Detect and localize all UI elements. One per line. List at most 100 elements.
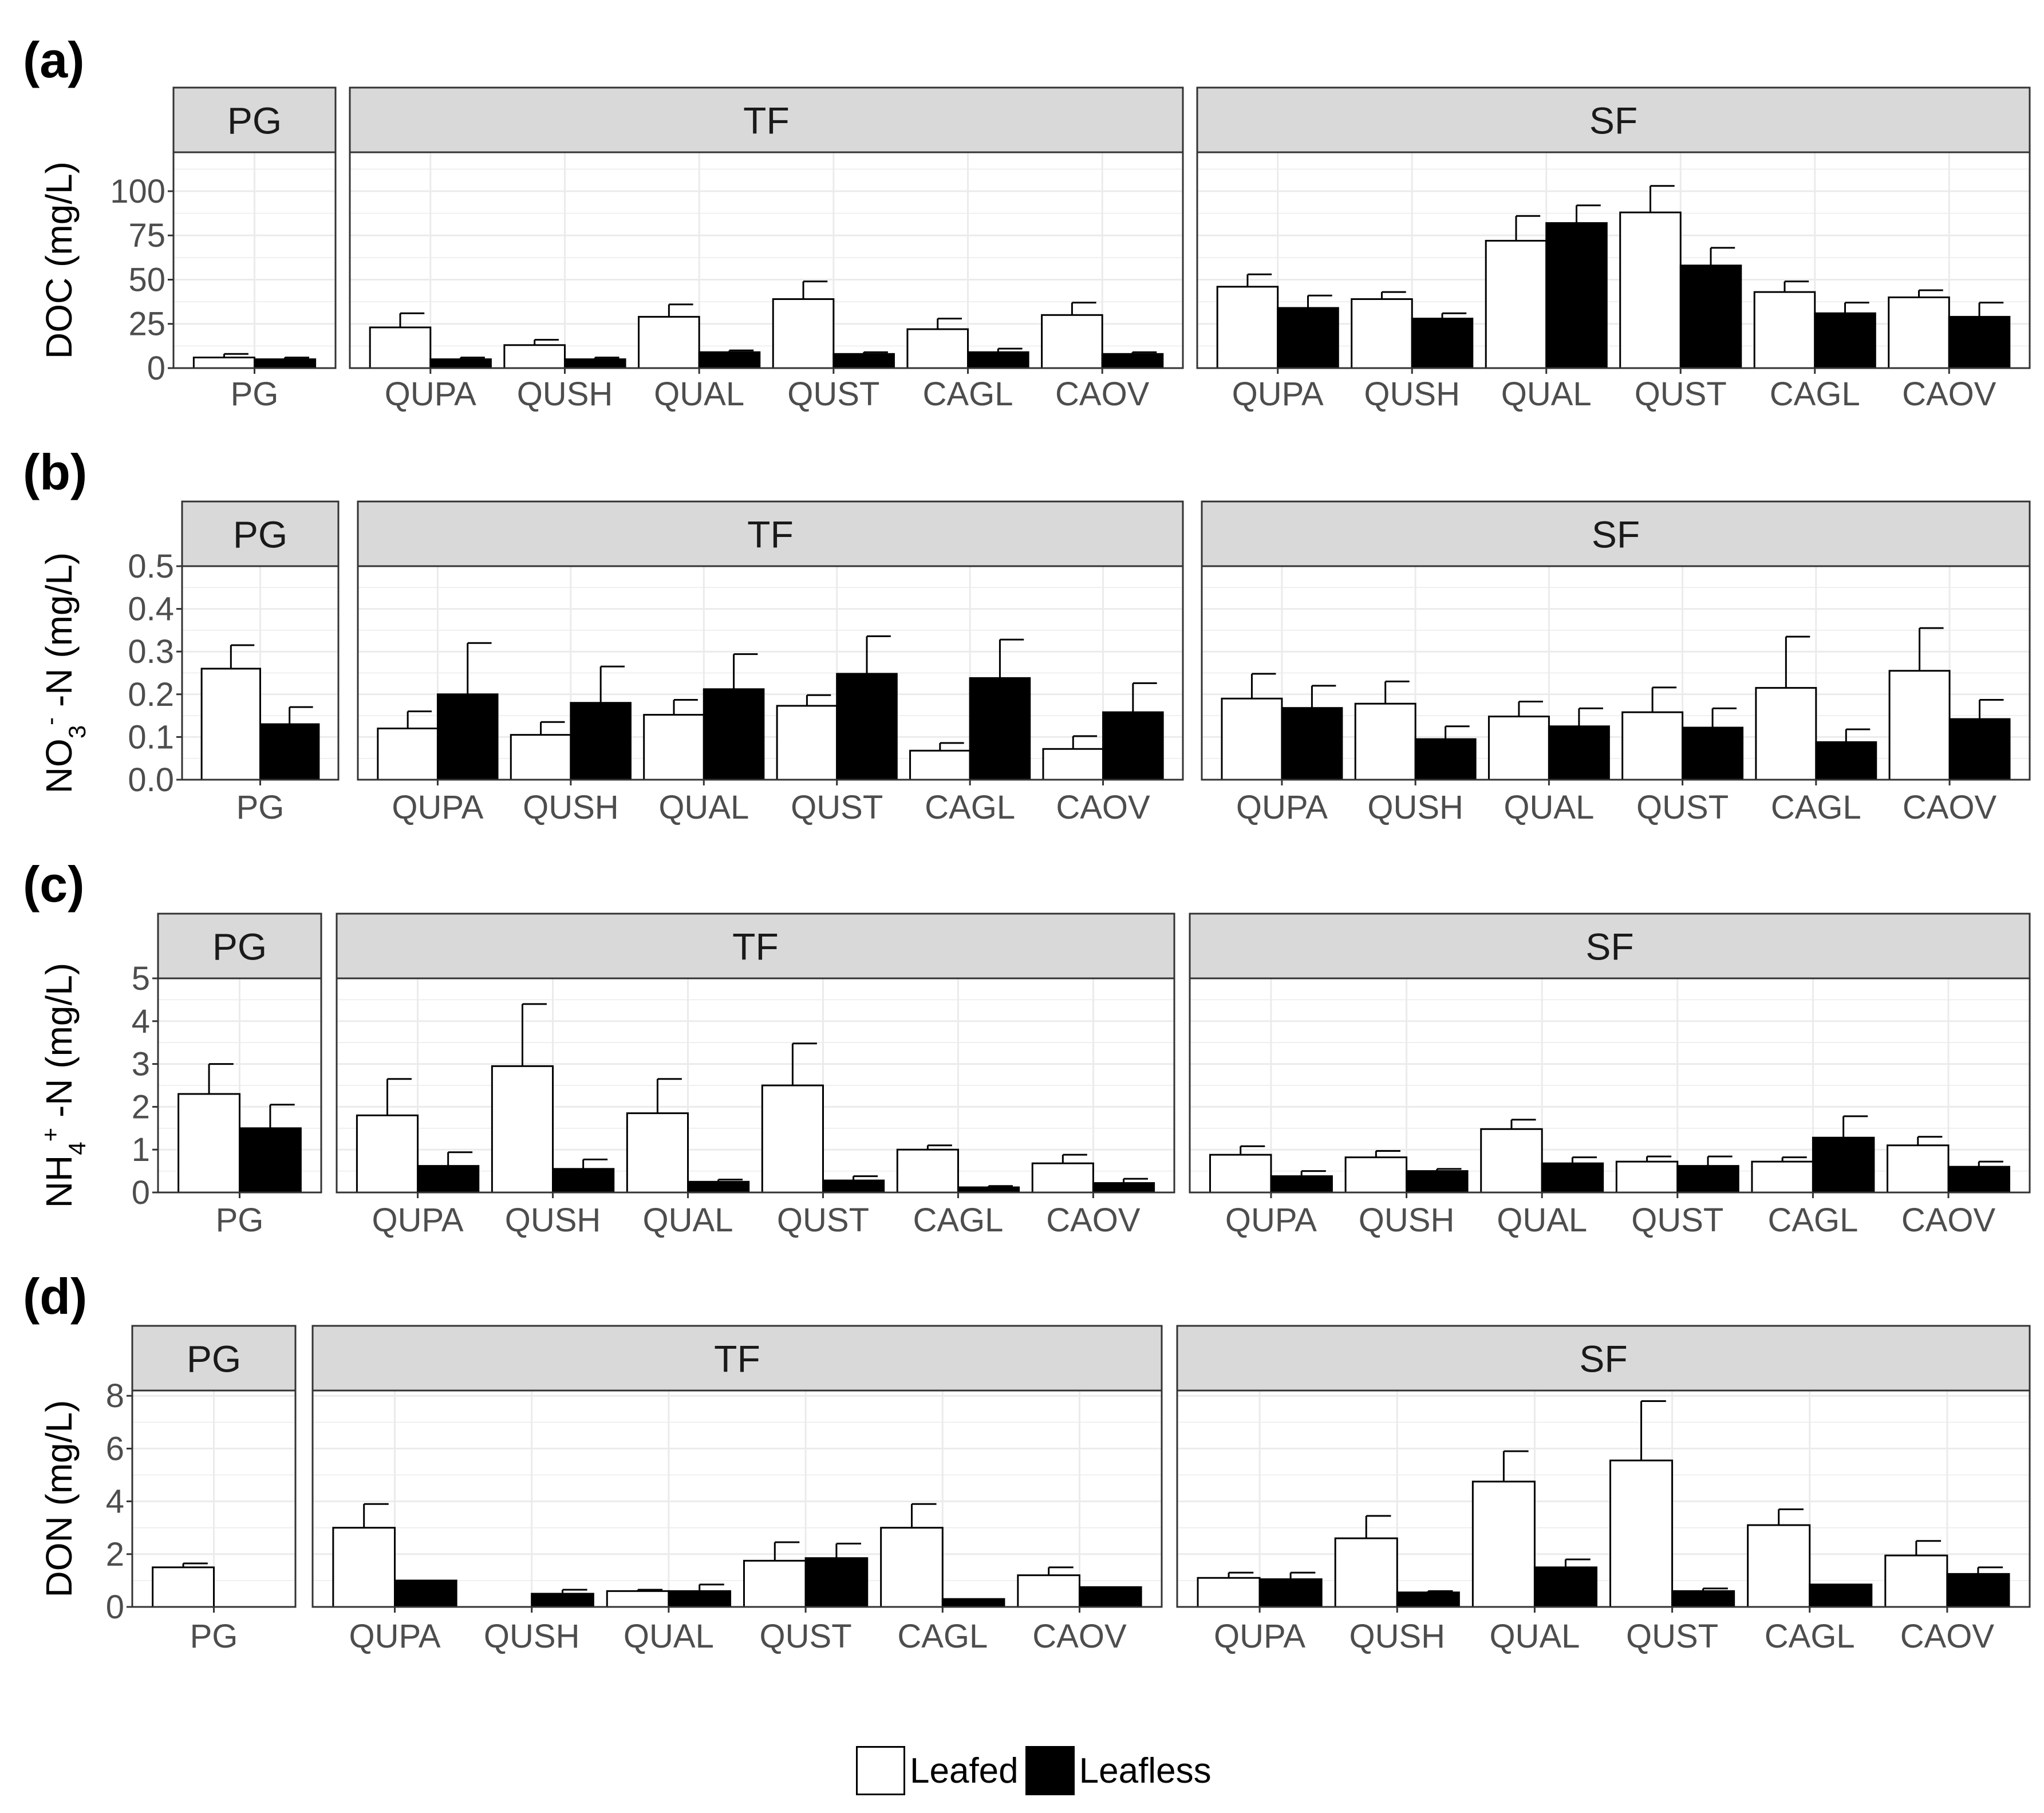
- y-axis-label: NO3- -N (mg/L): [37, 552, 90, 793]
- bar-leafless: [836, 673, 898, 781]
- bar-leafed: [1041, 314, 1103, 369]
- y-tick-label: 3: [132, 1046, 150, 1083]
- x-tick-label: QUSH: [1367, 789, 1463, 826]
- bar-leafed: [1751, 1160, 1814, 1194]
- bar-leafed: [1221, 697, 1283, 781]
- y-tick-label: 100: [110, 173, 165, 210]
- facet-border: [181, 565, 340, 781]
- facet-tf: TF QUPA QUSH QUAL QUST CAGL CAOV: [311, 1325, 1163, 1655]
- facet-tf: TF QUPA QUSH QUAL QUST CAGL CAOV: [349, 86, 1184, 413]
- bar-leafed: [896, 1148, 959, 1194]
- x-tick-label: QUSH: [1364, 376, 1460, 413]
- bar-leafless: [1682, 726, 1744, 781]
- bar-leafed: [1888, 670, 1951, 781]
- bar-leafed: [1888, 296, 1950, 369]
- y-tick-label: 0.0: [128, 761, 174, 799]
- bar-leafless: [1533, 1566, 1597, 1608]
- x-tick-label: QUAL: [1497, 1202, 1587, 1239]
- facet-strip: [357, 500, 1184, 567]
- panel-a: (a) DOC (mg/L) 0 25 50 75 100 PG PG TF QUPA QUSH QUA…: [23, 31, 2031, 413]
- x-tick-label: QUST: [1626, 1618, 1718, 1655]
- y-axis-label: DOC (mg/L): [38, 161, 80, 359]
- x-tick-label: CAGL: [1767, 1202, 1858, 1239]
- bar-leafless: [531, 1593, 594, 1608]
- x-tick-label: QUPA: [1236, 789, 1328, 826]
- bar-leafless: [969, 677, 1031, 781]
- facet-pg: PG PG: [157, 913, 322, 1239]
- facet-strip: [1196, 86, 2031, 153]
- x-tick-label: QUST: [1636, 789, 1729, 826]
- bar-leafless: [1078, 1586, 1142, 1608]
- bar-leafless: [698, 351, 761, 369]
- legend-key-leafed: [856, 1746, 905, 1795]
- x-tick-label: QUSH: [505, 1202, 601, 1239]
- bar-leafed: [332, 1527, 396, 1608]
- panel-label: (b): [23, 444, 87, 500]
- y-tick-label: 0.4: [128, 591, 174, 628]
- y-tick-label: 4: [132, 1003, 150, 1040]
- bar-leafless: [1414, 738, 1477, 781]
- facet-border: [131, 1389, 297, 1608]
- bar-leafed: [909, 749, 971, 781]
- panel-label: (a): [23, 31, 85, 88]
- facet-sf: SF QUPA QUSH QUAL QUST CAGL CAOV: [1189, 913, 2031, 1239]
- facet-border: [157, 977, 322, 1194]
- x-tick-label: QUPA: [372, 1202, 464, 1239]
- bar-leafless: [1277, 307, 1339, 369]
- y-tick-label: 25: [128, 306, 165, 343]
- y-tick-label: 0.5: [128, 548, 174, 585]
- bar-leafed: [1334, 1537, 1398, 1608]
- bar-leafless: [668, 1590, 732, 1608]
- x-tick-label: QUPA: [1225, 1202, 1317, 1239]
- facet-border: [1201, 565, 2031, 781]
- bar-leafed: [1755, 687, 1817, 781]
- x-tick-label: CAGL: [897, 1618, 988, 1655]
- x-tick-label: QUSH: [484, 1618, 580, 1655]
- bar-leafless: [1809, 1583, 1873, 1608]
- x-tick-label: QUSH: [523, 789, 619, 826]
- facet-strip: [349, 86, 1184, 153]
- bar-leafless: [417, 1165, 480, 1194]
- facet-border: [311, 1389, 1163, 1608]
- panel-label: (c): [23, 856, 85, 913]
- bar-leafless: [254, 358, 317, 369]
- facet-strip: [1176, 1325, 2031, 1392]
- y-tick-label: 4: [106, 1483, 124, 1520]
- bar-leafless: [1406, 1170, 1469, 1194]
- x-tick-label: CAGL: [1771, 789, 1861, 826]
- facet-strip-label: TF: [714, 1338, 760, 1380]
- facet-border: [349, 151, 1184, 369]
- facet-sf: SF QUPA QUSH QUAL QUST CAGL CAOV: [1176, 1325, 2031, 1655]
- bar-leafed: [1042, 748, 1104, 781]
- bar-leafed: [510, 734, 572, 781]
- bar-leafless: [552, 1168, 615, 1194]
- facet-strip: [1189, 913, 2031, 979]
- facet-border: [1196, 151, 2031, 369]
- x-tick-label: QUAL: [1489, 1618, 1580, 1655]
- facet-pg: PG PG: [131, 1325, 297, 1655]
- x-tick-label: CAGL: [923, 376, 1013, 413]
- bar-leafless: [804, 1557, 869, 1608]
- facet-sf: SF QUPA QUSH QUAL QUST CAGL CAOV: [1196, 86, 2031, 413]
- bar-leafless: [1679, 264, 1742, 369]
- bar-leafless: [1947, 1166, 2011, 1194]
- x-tick-label: QUPA: [1214, 1618, 1305, 1655]
- legend-label-leafed: Leafed: [910, 1751, 1019, 1791]
- bar-leafed: [1487, 716, 1550, 781]
- bar-leafed: [1485, 240, 1548, 369]
- bar-leafed: [638, 315, 700, 369]
- y-tick-label: 0.3: [128, 633, 174, 670]
- facet-tf: TF QUPA QUSH QUAL QUST CAGL CAOV: [357, 500, 1184, 826]
- bar-leafless: [822, 1179, 885, 1194]
- y-tick-label: 50: [128, 261, 165, 298]
- bar-leafless: [563, 358, 626, 369]
- facet-pg: PG PG: [172, 86, 337, 413]
- facet-strip-label: PG: [187, 1338, 241, 1380]
- panel-label: (d): [23, 1268, 87, 1325]
- bar-leafless: [429, 358, 492, 369]
- bar-leafed: [177, 1093, 240, 1194]
- bar-leafless: [1541, 1162, 1604, 1194]
- x-tick-label: QUPA: [392, 789, 483, 826]
- bar-leafed: [1884, 1554, 1948, 1608]
